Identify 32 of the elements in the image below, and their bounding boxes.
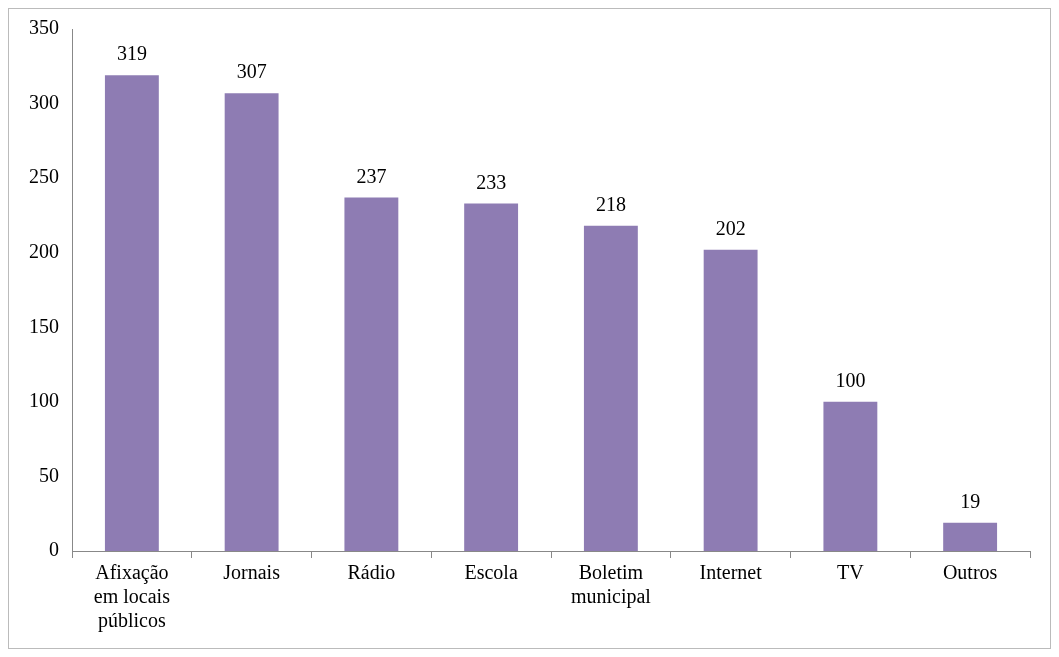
y-tick-label: 150 (29, 314, 59, 337)
y-tick-label: 300 (29, 90, 59, 113)
x-tick-label: Rádio (347, 561, 396, 584)
data-label: 307 (236, 60, 267, 83)
bar (344, 197, 399, 551)
x-tick-label: Outros (942, 561, 998, 584)
y-tick-label: 50 (39, 463, 59, 486)
y-tick-label: 200 (29, 239, 59, 262)
bar (464, 203, 519, 551)
x-tick-label: Escola (464, 561, 518, 584)
data-label: 319 (116, 42, 147, 65)
bar (943, 522, 998, 551)
x-tick-label: Afixação em locais públicos (93, 561, 171, 633)
y-tick-label: 250 (29, 165, 59, 188)
data-label: 237 (356, 164, 387, 187)
x-tick-label: Jornais (223, 561, 281, 584)
x-tick-label: Internet (699, 561, 763, 584)
y-tick-label: 100 (29, 389, 59, 412)
bar (823, 401, 878, 551)
x-tick-label: Boletim municipal (570, 561, 652, 609)
data-label: 19 (960, 489, 981, 512)
data-label: 218 (595, 193, 626, 216)
x-tick-label: TV (837, 561, 865, 584)
data-label: 202 (715, 216, 746, 239)
y-tick-label: 350 (29, 16, 59, 39)
bar (703, 249, 758, 551)
data-label: 100 (835, 369, 866, 392)
bar (224, 93, 279, 551)
y-tick-label: 0 (49, 538, 59, 561)
data-label: 233 (476, 170, 507, 193)
bar (583, 225, 638, 551)
bar (104, 75, 159, 551)
